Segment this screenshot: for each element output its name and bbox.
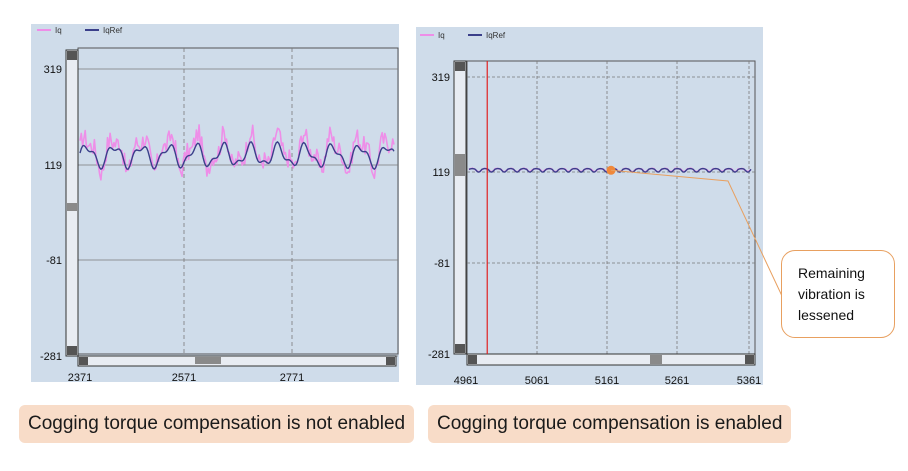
y-tick-label: 119 xyxy=(432,167,450,179)
scroll-up-button xyxy=(455,62,465,71)
vertical-scrollbar xyxy=(453,60,467,355)
legend-label: IqRef xyxy=(486,31,506,40)
caption-left: Cogging torque compensation is not enabl… xyxy=(19,405,415,443)
x-tick-label: 5161 xyxy=(595,375,619,387)
plot-area xyxy=(77,47,399,355)
annotation-callout: Remaining vibration is lessened xyxy=(781,250,895,338)
scroll-left-button xyxy=(468,355,477,364)
x-tick-label: 5361 xyxy=(737,375,761,387)
y-tick-label: -281 xyxy=(40,351,62,363)
horizontal-scrollbar xyxy=(466,353,756,366)
scroll-right-button xyxy=(745,355,754,364)
vertical-scroll-thumb xyxy=(67,203,77,211)
annotation-line-1: Remaining xyxy=(798,265,865,281)
x-tick-label: 2371 xyxy=(68,372,92,384)
x-tick-label: 4961 xyxy=(454,375,478,387)
plot-area xyxy=(466,60,756,355)
annotation-line-2: vibration is xyxy=(798,286,865,302)
x-tick-label: 2771 xyxy=(280,372,304,384)
caption-right: Cogging torque compensation is enabled xyxy=(428,405,792,443)
series-line-iqref xyxy=(79,141,395,170)
legend-label: Iq xyxy=(438,31,445,40)
y-tick-label: 319 xyxy=(432,72,450,84)
callout-leader xyxy=(610,169,783,297)
x-tick-label: 2571 xyxy=(172,372,196,384)
scroll-left-button xyxy=(79,357,88,365)
horizontal-scroll-thumb xyxy=(195,357,221,364)
y-tick-label: -281 xyxy=(428,349,450,361)
scroll-down-button xyxy=(455,344,465,353)
y-tick-label: 319 xyxy=(44,64,62,76)
legend-label: Iq xyxy=(55,26,62,35)
horizontal-scrollbar xyxy=(77,355,397,367)
horizontal-scroll-thumb xyxy=(650,355,662,364)
y-tick-label: -81 xyxy=(46,255,62,267)
x-tick-label: 5061 xyxy=(525,375,549,387)
x-tick-label: 5261 xyxy=(665,375,689,387)
vertical-scroll-thumb xyxy=(455,154,465,176)
y-tick-label: -81 xyxy=(434,258,450,270)
scroll-up-button xyxy=(67,51,77,60)
annotation-line-3: lessened xyxy=(798,307,855,323)
legend-label: IqRef xyxy=(103,26,123,35)
y-tick-label: 119 xyxy=(44,160,62,172)
scroll-right-button xyxy=(386,357,395,365)
scroll-down-button xyxy=(67,346,77,355)
